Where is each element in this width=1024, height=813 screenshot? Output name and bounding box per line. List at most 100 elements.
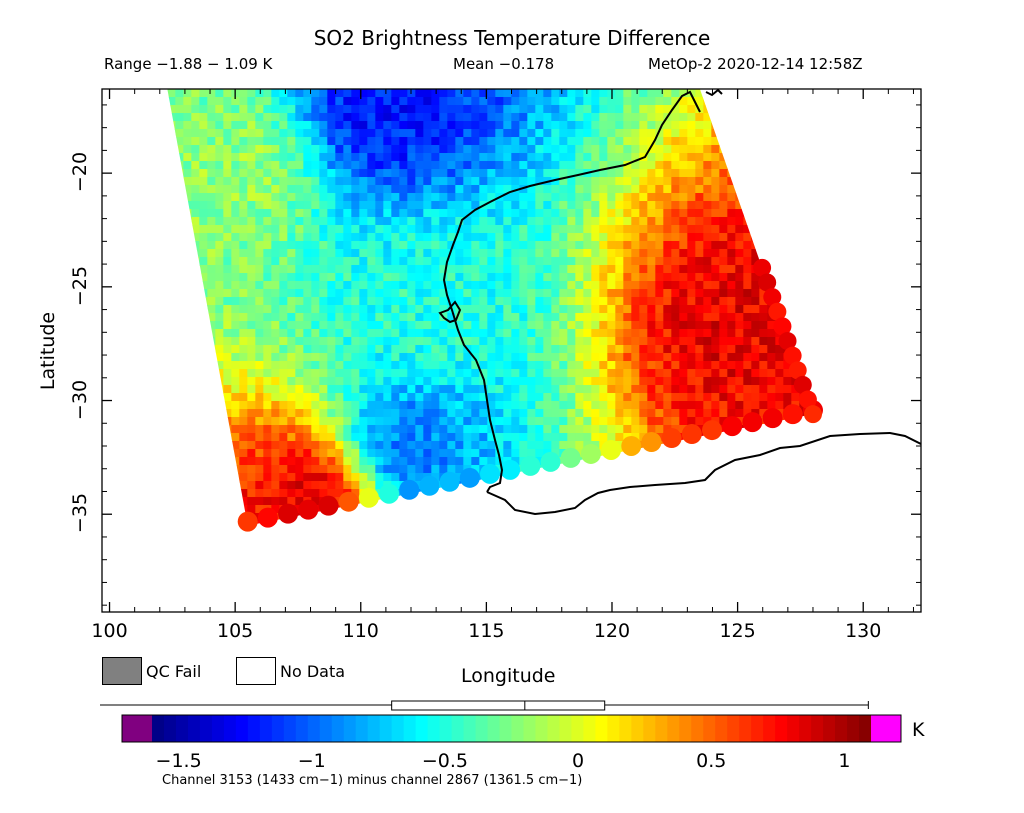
- swath-cell: [631, 121, 640, 130]
- swath-edge-dot: [768, 302, 787, 321]
- swath-cell: [367, 353, 376, 362]
- swath-cell: [319, 489, 328, 498]
- swath-cell: [535, 457, 544, 466]
- swath-cell: [383, 257, 392, 266]
- swath-cell: [599, 265, 608, 274]
- swath-cell: [695, 305, 704, 314]
- swath-cell: [767, 369, 776, 378]
- swath-cell: [391, 473, 400, 482]
- swath-cell: [215, 257, 224, 266]
- swath-cell: [247, 393, 256, 402]
- swath-cell: [551, 265, 560, 274]
- swath-cell: [343, 457, 352, 466]
- swath-cell: [375, 249, 384, 258]
- swath-edge-dot: [318, 495, 339, 516]
- swath-cell: [175, 89, 184, 98]
- swath-cell: [463, 153, 472, 162]
- swath-cell: [255, 273, 264, 282]
- swath-cell: [567, 313, 576, 322]
- swath-cell: [271, 337, 280, 346]
- swath-cell: [487, 265, 496, 274]
- swath-cell: [655, 105, 664, 114]
- swath-cell: [631, 217, 640, 226]
- swath-cell: [527, 241, 536, 250]
- swath-cell: [647, 361, 656, 370]
- swath-cell: [375, 153, 384, 162]
- swath-cell: [727, 177, 736, 186]
- swath-cell: [559, 321, 568, 330]
- swath-cell: [679, 169, 688, 178]
- swath-cell: [295, 113, 304, 122]
- swath-cell: [703, 121, 712, 130]
- colorbar-tick-label: 1: [838, 750, 851, 772]
- swath-cell: [511, 337, 520, 346]
- swath-cell: [407, 273, 416, 282]
- swath-cell: [655, 273, 664, 282]
- swath-cell: [487, 361, 496, 370]
- swath-cell: [735, 273, 744, 282]
- swath-cell: [455, 113, 464, 122]
- swath-cell: [231, 433, 240, 442]
- swath-cell: [703, 177, 712, 186]
- swath-cell: [391, 465, 400, 474]
- swath-cell: [463, 409, 472, 418]
- swath-cell: [247, 297, 256, 306]
- swath-cell: [327, 425, 336, 434]
- swath-cell: [719, 153, 728, 162]
- swath-cell: [551, 361, 560, 370]
- swath-cell: [375, 393, 384, 402]
- swath-cell: [543, 281, 552, 290]
- swath-cell: [543, 137, 552, 146]
- swath-cell: [607, 105, 616, 114]
- swath-cell: [423, 289, 432, 298]
- swath-cell: [655, 417, 664, 426]
- swath-cell: [623, 361, 632, 370]
- swath-cell: [599, 129, 608, 138]
- swath-cell: [447, 417, 456, 426]
- swath-cell: [615, 337, 624, 346]
- swath-cell: [663, 337, 672, 346]
- swath-cell: [383, 433, 392, 442]
- swath-cell: [687, 329, 696, 338]
- swath-cell: [519, 137, 528, 146]
- swath-cell: [215, 337, 224, 346]
- swath-cell: [255, 377, 264, 386]
- swath-cell: [623, 145, 632, 154]
- swath-cell: [215, 177, 224, 186]
- swath-cell: [487, 313, 496, 322]
- swath-cell: [335, 233, 344, 242]
- swath-cell: [511, 305, 520, 314]
- swath-cell: [495, 201, 504, 210]
- swath-cell: [423, 217, 432, 226]
- colorbar-step: [607, 715, 620, 742]
- swath-cell: [487, 289, 496, 298]
- swath-cell: [231, 209, 240, 218]
- swath-cell: [759, 321, 768, 330]
- swath-cell: [375, 449, 384, 458]
- colorbar-step: [283, 715, 297, 742]
- swath-cell: [687, 321, 696, 330]
- swath-cell: [215, 137, 224, 146]
- swath-edge-dot: [580, 443, 601, 464]
- swath-cell: [231, 233, 240, 242]
- swath-cell: [719, 345, 728, 354]
- swath-cell: [271, 217, 280, 226]
- swath-cell: [359, 337, 368, 346]
- swath-cell: [215, 249, 224, 258]
- swath-cell: [479, 313, 488, 322]
- swath-cell: [423, 297, 432, 306]
- swath-cell: [655, 129, 664, 138]
- swath-cell: [447, 329, 456, 338]
- swath-cell: [383, 297, 392, 306]
- swath-cell: [687, 377, 696, 386]
- colorbar-step: [451, 715, 465, 742]
- swath-cell: [751, 257, 760, 266]
- swath-cell: [255, 329, 264, 338]
- swath-cell: [535, 257, 544, 266]
- swath-cell: [215, 361, 224, 370]
- swath-cell: [583, 177, 592, 186]
- swath-cell: [583, 313, 592, 322]
- swath-cell: [639, 377, 648, 386]
- swath-cell: [303, 265, 312, 274]
- swath-cell: [335, 481, 344, 490]
